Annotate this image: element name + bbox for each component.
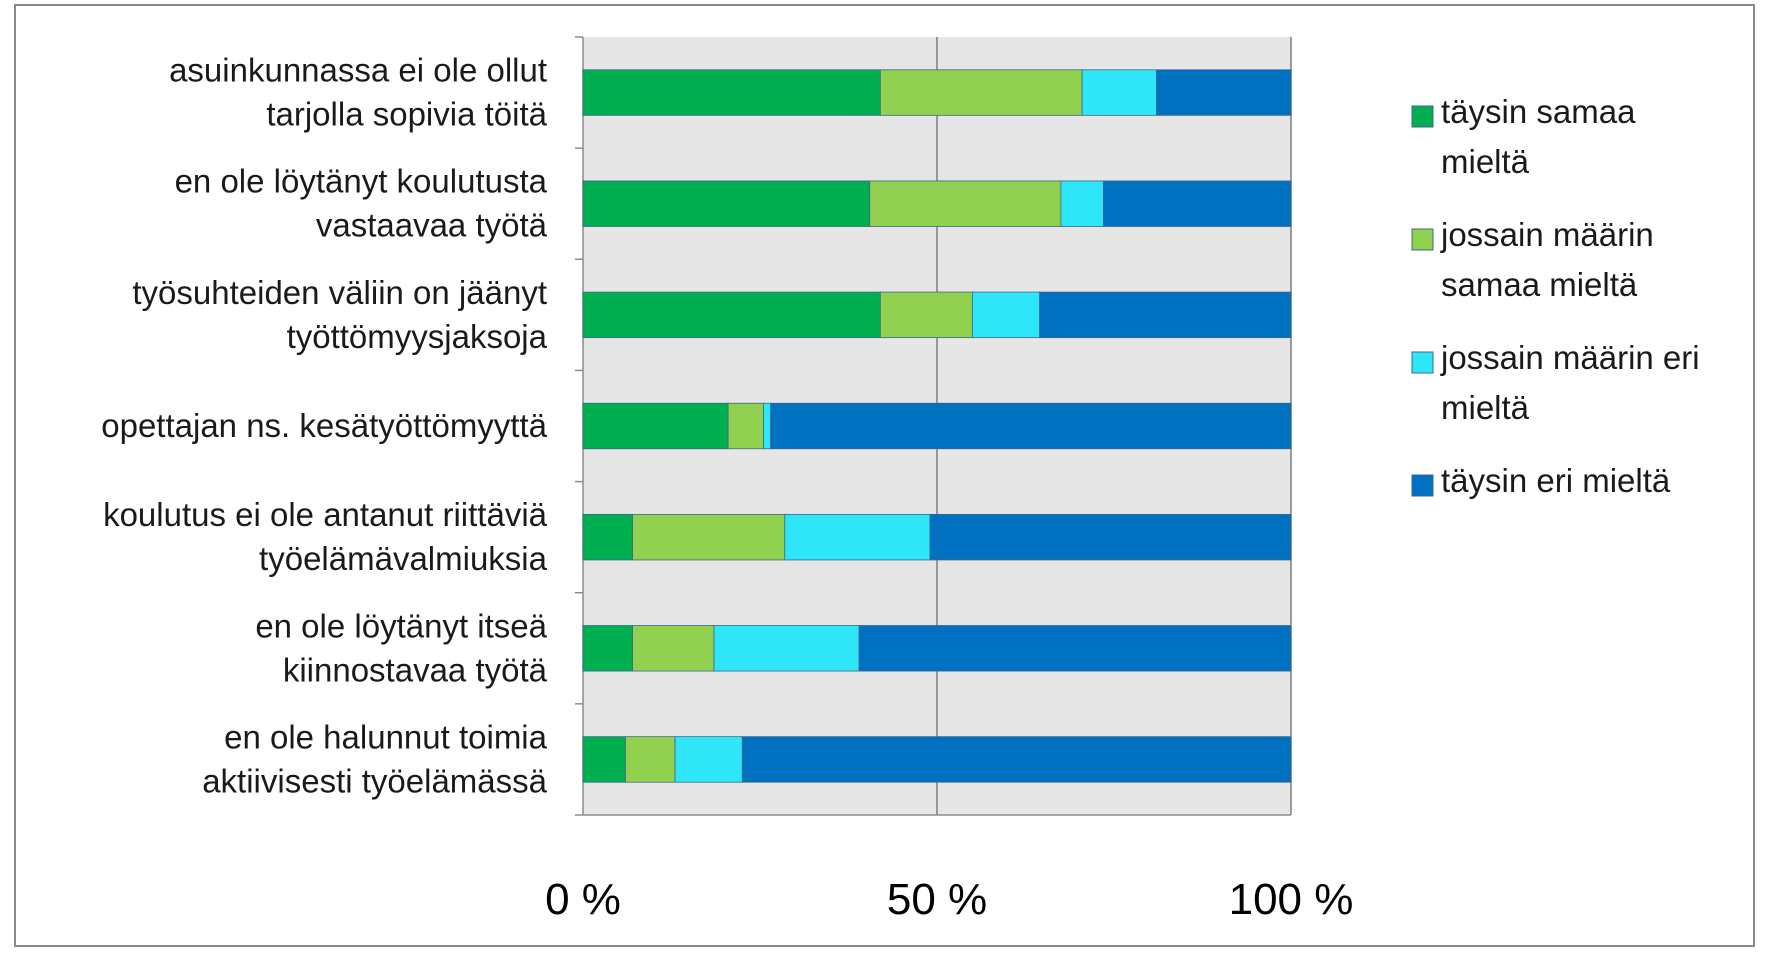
x-tick-label: 0 % [545, 875, 621, 924]
stacked-bar-chart: asuinkunnassa ei ole ollut tarjolla sopiv… [101, 36, 1700, 924]
legend-swatch-2 [1411, 228, 1434, 251]
category-label: en ole halunnut toimia aktiivisesti työel… [202, 718, 547, 799]
legend-label-2: jossain määrin samaa mieltä [1440, 216, 1654, 303]
bar-segment-1-2 [879, 69, 1083, 116]
bar-segment-1-1 [582, 69, 881, 116]
bar-segment-1-3 [1081, 69, 1157, 116]
bar-segment-3-1 [582, 291, 881, 339]
bar-segment-4-1 [582, 402, 729, 450]
legend-swatch-3 [1411, 351, 1434, 374]
category-label: en ole löytänyt koulutusta vastaavaa työt… [175, 163, 548, 244]
bar-segment-6-4 [858, 625, 1292, 672]
bar-segment-5-2 [632, 513, 786, 561]
bar-segment-4-2 [727, 402, 764, 450]
x-tick-label: 50 % [887, 875, 987, 924]
bar-segment-2-1 [582, 180, 871, 227]
bar-segment-5-4 [929, 513, 1292, 561]
category-label: koulutus ei ole antanut riittäviä työeläm… [103, 496, 548, 577]
category-label: asuinkunnassa ei ole ollut tarjolla sopiv… [169, 52, 548, 133]
legend-swatch-4 [1411, 474, 1434, 497]
bar-segment-2-3 [1060, 180, 1104, 227]
bar-segment-7-4 [741, 736, 1292, 783]
bar-segment-6-1 [582, 625, 633, 672]
bar-segment-1-4 [1156, 69, 1292, 116]
bar-segment-4-4 [770, 402, 1292, 450]
bar-segment-3-4 [1039, 291, 1292, 339]
x-tick-label: 100 % [1229, 875, 1354, 924]
legend-swatch-1 [1411, 105, 1434, 128]
legend-label-1: täysin samaa mieltä [1441, 93, 1636, 180]
bar-segment-2-2 [869, 180, 1062, 227]
category-label: en ole löytänyt itseä kiinnostavaa työtä [255, 607, 547, 688]
legend-label-4: täysin eri mieltä [1441, 462, 1671, 499]
chart-frame: asuinkunnassa ei ole ollut tarjolla sopiv… [14, 4, 1755, 947]
bar-segment-7-3 [674, 736, 743, 783]
bar-segment-5-3 [784, 513, 931, 561]
category-label: työsuhteiden väliin on jäänyt työttömyysj… [132, 274, 547, 355]
bar-segment-6-2 [632, 625, 715, 672]
bar-segment-2-4 [1102, 180, 1292, 227]
category-label: opettajan ns. kesätyöttömyyttä [101, 407, 547, 444]
bar-segment-7-2 [625, 736, 676, 783]
legend-label-3: jossain määrin eri mieltä [1440, 339, 1700, 426]
bar-segment-7-1 [582, 736, 626, 783]
bar-segment-6-3 [713, 625, 860, 672]
bar-segment-3-2 [879, 291, 973, 339]
bar-segment-3-3 [972, 291, 1041, 339]
bar-segment-5-1 [582, 513, 633, 561]
bar-segment-4-3 [763, 402, 772, 450]
